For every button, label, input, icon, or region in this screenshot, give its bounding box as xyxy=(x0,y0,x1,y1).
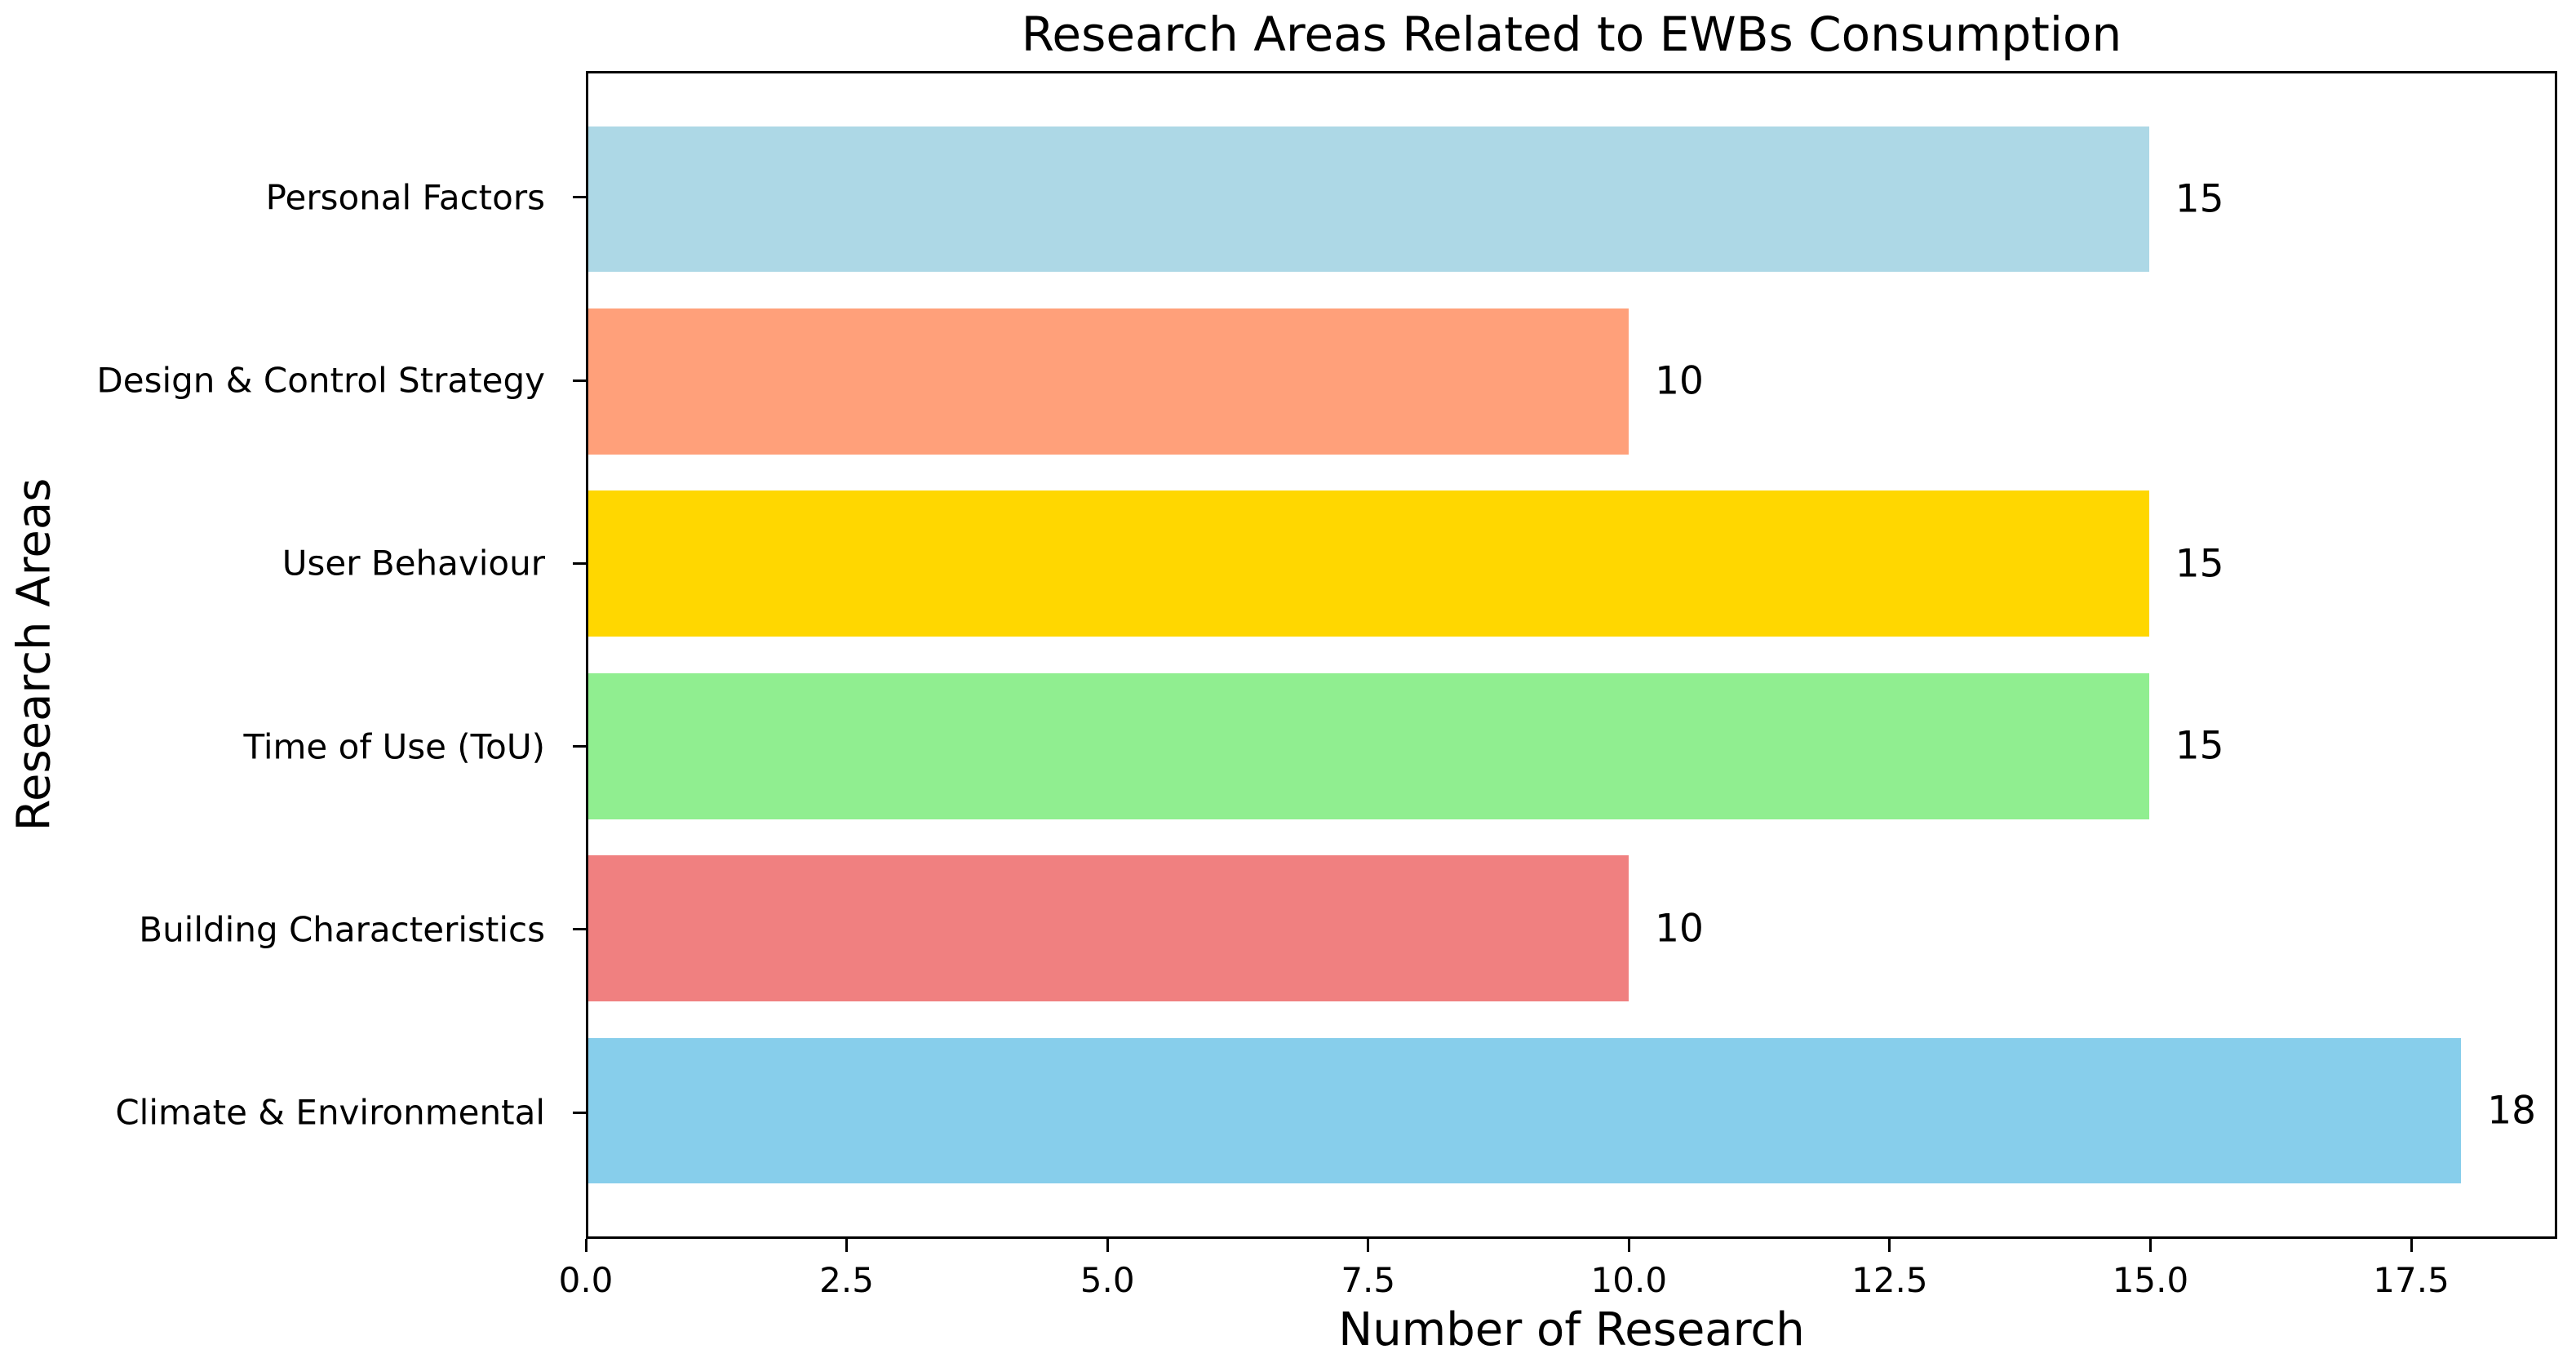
plot-area: 15 10 15 15 10 18 xyxy=(586,71,2557,1239)
y-tick-label: User Behaviour xyxy=(282,543,545,584)
y-tick-mark xyxy=(573,928,586,931)
bar-value-label: 10 xyxy=(1655,358,1704,404)
x-tick-mark xyxy=(1888,1239,1891,1252)
y-tick-label: Time of Use (ToU) xyxy=(243,726,545,767)
x-tick-label: 17.5 xyxy=(2373,1260,2450,1300)
bar-value-label: 15 xyxy=(2175,541,2224,587)
x-tick-mark xyxy=(1627,1239,1630,1252)
y-tick-label: Building Characteristics xyxy=(139,909,545,950)
bar-design-control-strategy xyxy=(588,308,1629,455)
bar-value-label: 18 xyxy=(2487,1088,2537,1134)
x-tick-label: 2.5 xyxy=(819,1260,874,1300)
y-tick-mark xyxy=(573,379,586,382)
bar-user-behaviour xyxy=(588,490,2149,637)
x-tick-mark xyxy=(2148,1239,2152,1252)
y-tick-mark xyxy=(573,745,586,748)
x-tick-label: 10.0 xyxy=(1590,1260,1668,1300)
x-tick-label: 15.0 xyxy=(2112,1260,2189,1300)
x-tick-mark xyxy=(584,1239,587,1252)
y-tick-mark xyxy=(573,561,586,565)
bar-personal-factors xyxy=(588,126,2149,273)
chart-title: Research Areas Related to EWBs Consumpti… xyxy=(1021,7,2122,62)
y-axis-label: Research Areas xyxy=(7,477,61,832)
bar-value-label: 10 xyxy=(1655,906,1704,952)
bar-building-characteristics xyxy=(588,855,1629,1001)
y-tick-mark xyxy=(573,196,586,199)
y-tick-mark xyxy=(573,1111,586,1114)
y-tick-label: Personal Factors xyxy=(265,177,545,218)
bar-value-label: 15 xyxy=(2175,176,2224,222)
x-tick-label: 0.0 xyxy=(558,1260,614,1300)
x-tick-mark xyxy=(1106,1239,1109,1252)
x-tick-mark xyxy=(845,1239,849,1252)
x-axis-label: Number of Research xyxy=(1338,1303,1805,1356)
x-tick-label: 12.5 xyxy=(1851,1260,1928,1300)
x-tick-mark xyxy=(2410,1239,2413,1252)
x-tick-mark xyxy=(1367,1239,1370,1252)
y-tick-label: Climate & Environmental xyxy=(115,1092,545,1133)
y-tick-label: Design & Control Strategy xyxy=(96,360,545,401)
bar-time-of-use-tou xyxy=(588,672,2149,819)
bar-climate-environmental xyxy=(588,1037,2462,1184)
x-tick-label: 7.5 xyxy=(1341,1260,1396,1300)
bar-value-label: 15 xyxy=(2175,723,2224,769)
x-tick-label: 5.0 xyxy=(1080,1260,1135,1300)
